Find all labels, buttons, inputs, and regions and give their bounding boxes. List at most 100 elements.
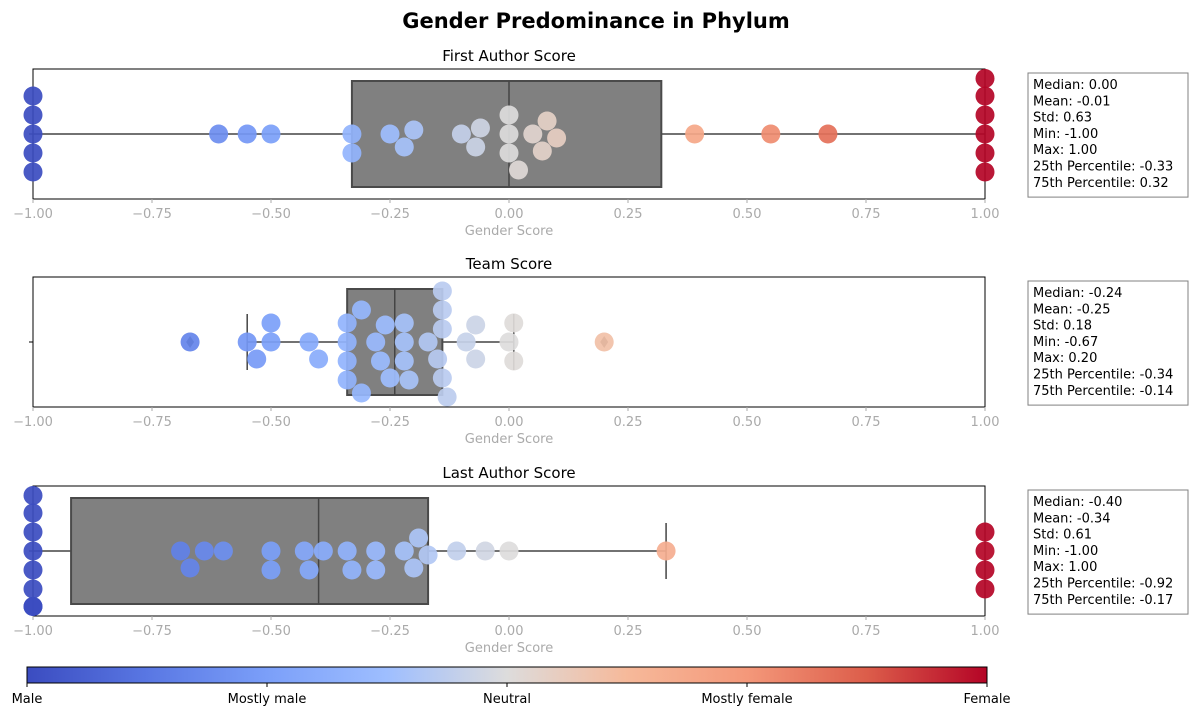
swarm-point bbox=[432, 300, 452, 320]
stats-line: 75th Percentile: 0.32 bbox=[1033, 176, 1169, 191]
stats-line: Std: 0.63 bbox=[1033, 111, 1092, 126]
x-tick-label: 0.00 bbox=[495, 207, 524, 222]
swarm-point bbox=[499, 124, 519, 144]
stats-line: 25th Percentile: -0.33 bbox=[1033, 160, 1173, 175]
swarm-point bbox=[299, 332, 319, 352]
swarm-point bbox=[523, 124, 543, 144]
x-tick-label: 1.00 bbox=[971, 624, 1000, 639]
swarm-point bbox=[975, 124, 995, 144]
swarm-point bbox=[509, 160, 529, 180]
stats-line: 25th Percentile: -0.92 bbox=[1033, 577, 1173, 592]
swarm-point bbox=[23, 143, 43, 163]
swarm-point bbox=[394, 137, 414, 157]
swarm-point bbox=[342, 143, 362, 163]
swarm-point bbox=[418, 545, 438, 565]
swarm-point bbox=[171, 541, 191, 561]
x-tick-label: 0.50 bbox=[733, 624, 762, 639]
swarm-point bbox=[394, 351, 414, 371]
swarm-point bbox=[761, 124, 781, 144]
swarm-point bbox=[366, 332, 386, 352]
swarm-point bbox=[975, 579, 995, 599]
swarm-point bbox=[342, 560, 362, 580]
x-axis-label: Gender Score bbox=[465, 641, 553, 656]
swarm-point bbox=[975, 143, 995, 163]
swarm-point bbox=[209, 124, 229, 144]
swarm-point bbox=[975, 162, 995, 182]
swarm-point bbox=[418, 332, 438, 352]
x-tick-label: 0.25 bbox=[614, 207, 643, 222]
x-tick-label: 1.00 bbox=[971, 415, 1000, 430]
swarm-point bbox=[261, 124, 281, 144]
swarm-point bbox=[261, 560, 281, 580]
x-tick-label: −0.75 bbox=[132, 624, 172, 639]
swarm-point bbox=[466, 315, 486, 335]
swarm-point bbox=[180, 558, 200, 578]
swarm-point bbox=[23, 86, 43, 106]
swarm-point bbox=[23, 560, 43, 580]
stats-line: Max: 0.20 bbox=[1033, 351, 1097, 366]
swarm-point bbox=[23, 162, 43, 182]
stats-line: Max: 1.00 bbox=[1033, 560, 1097, 575]
stats-line: 75th Percentile: -0.17 bbox=[1033, 593, 1173, 608]
swarm-point bbox=[437, 387, 457, 407]
chart-panels: First Author Score −1.00 −0.75 −0.50 −0.25 0.… bbox=[13, 47, 1189, 656]
swarm-point bbox=[261, 541, 281, 561]
swarm-point bbox=[313, 541, 333, 561]
panel-2: Last Author Score −1.00 −0.75 −0.50 −0.25 0.0… bbox=[13, 464, 1189, 656]
swarm-point bbox=[656, 541, 676, 561]
swarm-point bbox=[309, 349, 329, 369]
swarm-point bbox=[213, 541, 233, 561]
colorbar-label: Mostly female bbox=[701, 692, 792, 707]
swarm-point bbox=[342, 124, 362, 144]
swarm-point bbox=[447, 541, 467, 561]
swarm-point bbox=[399, 370, 419, 390]
stats-line: Std: 0.61 bbox=[1033, 528, 1092, 543]
x-tick-label: 1.00 bbox=[971, 207, 1000, 222]
swarm-point bbox=[975, 86, 995, 106]
x-tick-label: −1.00 bbox=[13, 624, 53, 639]
swarm-point bbox=[237, 332, 257, 352]
swarm-point bbox=[394, 541, 414, 561]
figure-title: Gender Predominance in Phylum bbox=[402, 9, 790, 33]
swarm-point bbox=[499, 143, 519, 163]
swarm-point bbox=[409, 528, 429, 548]
swarm-point bbox=[261, 332, 281, 352]
x-tick-label: 0.25 bbox=[614, 624, 643, 639]
stats-line: Mean: -0.01 bbox=[1033, 94, 1111, 109]
x-tick-label: −0.25 bbox=[370, 415, 410, 430]
colorbar-label: Neutral bbox=[483, 692, 531, 707]
swarm-point bbox=[23, 541, 43, 561]
panel-0: First Author Score −1.00 −0.75 −0.50 −0.25 0.… bbox=[13, 47, 1189, 239]
x-tick-label: −0.50 bbox=[251, 415, 291, 430]
stats-line: Median: -0.24 bbox=[1033, 286, 1122, 301]
swarm-point bbox=[366, 541, 386, 561]
swarm-point bbox=[475, 541, 495, 561]
x-tick-label: −0.50 bbox=[251, 624, 291, 639]
swarm-point bbox=[366, 560, 386, 580]
x-tick-label: 0.75 bbox=[852, 624, 881, 639]
swarm-point bbox=[337, 370, 357, 390]
swarm-point bbox=[380, 124, 400, 144]
swarm-point bbox=[685, 124, 705, 144]
colorbar-label: Mostly male bbox=[228, 692, 307, 707]
swarm-point bbox=[337, 351, 357, 371]
x-tick-label: −0.75 bbox=[132, 207, 172, 222]
swarm-point bbox=[337, 541, 357, 561]
stats-line: Std: 0.18 bbox=[1033, 319, 1092, 334]
panel-title: Team Score bbox=[465, 255, 552, 273]
swarm-point bbox=[975, 69, 995, 88]
swarm-point bbox=[499, 541, 519, 561]
x-tick-label: 0.25 bbox=[614, 415, 643, 430]
swarm-point bbox=[394, 332, 414, 352]
swarm-point bbox=[499, 332, 519, 352]
stats-line: Max: 1.00 bbox=[1033, 143, 1097, 158]
stats-line: Mean: -0.34 bbox=[1033, 511, 1111, 526]
x-tick-label: 0.75 bbox=[852, 207, 881, 222]
swarm-point bbox=[23, 522, 43, 542]
swarm-point bbox=[975, 105, 995, 125]
swarm-point bbox=[547, 128, 567, 148]
colorbar-gradient bbox=[26, 666, 988, 684]
swarm-point bbox=[194, 541, 214, 561]
x-tick-label: −1.00 bbox=[13, 207, 53, 222]
panel-title: First Author Score bbox=[442, 47, 576, 65]
